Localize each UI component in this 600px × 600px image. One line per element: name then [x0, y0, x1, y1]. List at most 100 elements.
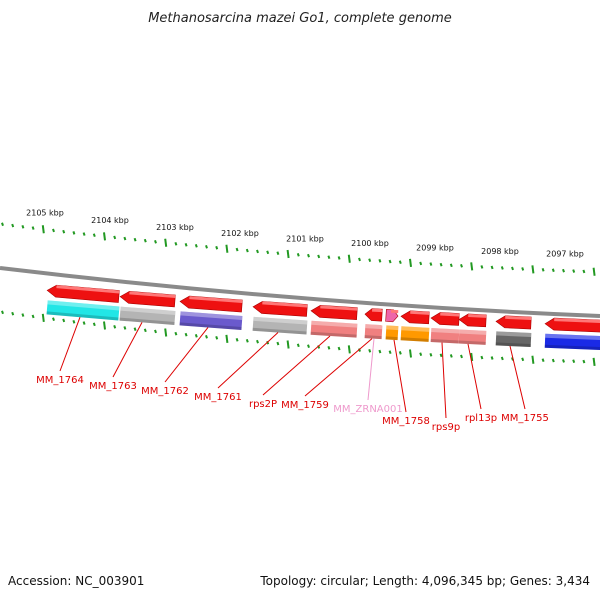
- cog-box-fill: [179, 311, 243, 331]
- gene-label: MM_1761: [194, 392, 242, 403]
- gene-arrow-highlight: [56, 285, 120, 294]
- bottom-tick: [276, 341, 280, 346]
- gene-arrow: [310, 305, 358, 320]
- cog-box-fill: [400, 326, 430, 342]
- kbp-scale-label: 2104 kbp: [91, 216, 129, 225]
- gene-arrow-highlight: [371, 308, 383, 313]
- kbp-scale-label: 2099 kbp: [416, 243, 454, 252]
- map-title: Methanosarcina mazei Go1, complete genom…: [148, 11, 452, 26]
- cog-color-track: [46, 300, 600, 351]
- bottom-tick: [1, 310, 4, 315]
- cog-box: [400, 326, 430, 342]
- kbp-scale-labels: 2105 kbp 2104 kbp 2103 kbp 2102 kbp 2101 kbp…: [26, 209, 584, 259]
- bottom-tick: [154, 329, 157, 334]
- kbp-scale-label: 2098 kbp: [481, 247, 519, 256]
- cog-box-fill: [495, 331, 532, 348]
- cog-box-shade: [364, 335, 382, 340]
- gene-arrow: [458, 313, 487, 328]
- cog-box-shine: [120, 306, 176, 316]
- leader-line: [164, 327, 209, 383]
- cog-box: [364, 324, 383, 340]
- cog-box-shade: [46, 311, 119, 321]
- gene-arrow: [179, 295, 243, 313]
- top-tick: [419, 261, 423, 266]
- cog-box-fill: [310, 320, 358, 338]
- gene-label: MM_1759: [281, 400, 329, 411]
- bottom-tick: [123, 326, 127, 330]
- bottom-tick: [184, 332, 188, 337]
- gene-label: MM_1758: [382, 416, 430, 427]
- bottom-tick: [307, 344, 310, 348]
- top-tick: [164, 238, 168, 247]
- leader-line: [393, 339, 407, 413]
- bottom-tick: [31, 314, 35, 319]
- kbp-scale-label: 2103 kbp: [156, 223, 194, 232]
- label-leader-lines: [59, 317, 526, 419]
- leader-line: [467, 343, 482, 410]
- bottom-tick: [480, 355, 484, 360]
- cog-box: [310, 320, 358, 338]
- cog-box-shade: [430, 338, 459, 344]
- top-tick: [235, 247, 239, 252]
- cog-box: [458, 329, 487, 345]
- bottom-tick: [235, 338, 239, 342]
- leader-line: [59, 317, 81, 372]
- leader-line: [304, 338, 373, 397]
- top-tick: [562, 268, 565, 273]
- bottom-tick: [72, 319, 76, 324]
- top-tick: [225, 244, 229, 253]
- gene-labels: MM_1764 MM_1763 MM_1762 MM_1761 rps2P MM_1759…: [36, 375, 549, 433]
- top-tick: [521, 267, 525, 271]
- cog-box: [495, 331, 532, 348]
- top-tick: [582, 269, 586, 274]
- top-tick: [92, 233, 96, 238]
- top-tick: [531, 265, 535, 274]
- leader-line: [441, 342, 447, 419]
- cog-box-shade: [119, 317, 175, 325]
- bottom-tick: [368, 348, 372, 353]
- bottom-tick: [562, 359, 565, 363]
- bottom-tick: [194, 333, 198, 338]
- accession-text: Accession: NC_003901: [8, 574, 144, 588]
- top-tick: [551, 268, 555, 273]
- leader-line: [112, 322, 143, 378]
- gene-arrow-highlight: [320, 305, 358, 311]
- bottom-tick: [164, 328, 168, 337]
- gene-arrow-highlight: [440, 312, 460, 317]
- bottom-tick: [296, 343, 300, 348]
- bottom-tick: [256, 339, 259, 344]
- cog-box-shine: [459, 329, 487, 335]
- top-tick: [1, 222, 4, 227]
- kbp-scale-label: 2105 kbp: [26, 209, 64, 218]
- gene-arrow: [119, 291, 176, 308]
- top-tick: [72, 231, 76, 235]
- bottom-tick: [62, 318, 66, 323]
- gene-arrow: [364, 308, 383, 322]
- top-tick: [541, 268, 545, 272]
- bottom-tick: [286, 340, 290, 349]
- top-tick: [184, 243, 188, 247]
- top-tick: [511, 266, 514, 271]
- bottom-tick: [11, 311, 15, 316]
- cog-box-shade: [400, 337, 429, 342]
- top-tick: [286, 249, 290, 259]
- bottom-tick: [419, 352, 423, 356]
- cog-box: [385, 325, 399, 341]
- cog-box-shine: [496, 331, 532, 338]
- cog-box-fill: [46, 300, 120, 321]
- kbp-scale-label: 2102 kbp: [221, 229, 259, 238]
- gene-arrow-highlight: [468, 313, 487, 318]
- bottom-tick: [347, 345, 351, 354]
- top-tick: [500, 266, 504, 270]
- top-tick: [347, 254, 351, 263]
- bottom-tick: [225, 334, 229, 343]
- top-tick: [133, 237, 137, 242]
- cog-box-shine: [545, 333, 600, 341]
- leader-line: [509, 345, 526, 410]
- top-tick: [205, 244, 208, 249]
- bottom-tick: [337, 346, 341, 351]
- cog-box: [119, 306, 176, 325]
- bottom-tick: [572, 359, 576, 364]
- top-tick: [449, 263, 453, 268]
